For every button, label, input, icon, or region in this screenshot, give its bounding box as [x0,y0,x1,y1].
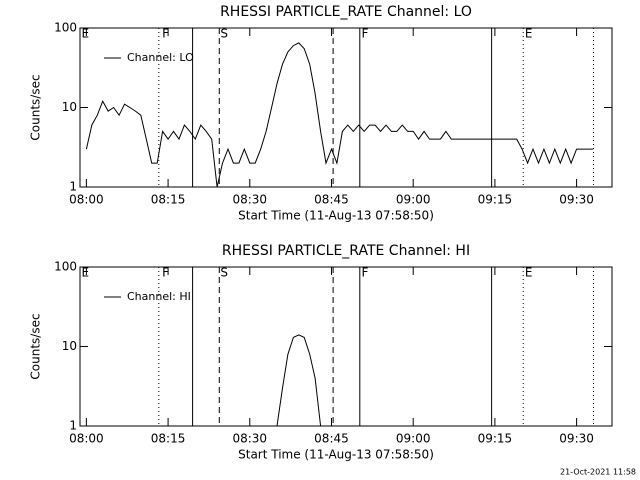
x-tick-label: 09:00 [396,193,431,207]
event-label: E [81,27,89,41]
y-tick-label: 100 [54,260,77,274]
event-label: F [361,266,368,280]
x-axis-label: Start Time (11-Aug-13 07:58:50) [238,448,434,462]
series-line [276,334,322,427]
legend-label: Channel: HI [127,290,191,303]
y-tick-label: 1 [69,419,77,433]
x-tick-label: 08:45 [314,432,349,446]
event-label: E [81,266,89,280]
x-tick-label: 08:15 [151,193,186,207]
chart-title: RHESSI PARTICLE_RATE Channel: LO [220,4,472,20]
x-tick-label: 09:00 [396,432,431,446]
event-label: E [525,266,533,280]
x-tick-label: 08:15 [151,432,186,446]
x-tick-label: 09:15 [478,193,513,207]
series-line [85,42,593,188]
chart-title: RHESSI PARTICLE_RATE Channel: HI [222,243,470,259]
event-label: S [220,27,228,41]
x-tick-label: 09:30 [559,432,594,446]
x-axis-label: Start Time (11-Aug-13 07:58:50) [238,209,434,223]
event-label: E [525,27,533,41]
x-tick-label: 08:00 [69,193,104,207]
y-tick-label: 10 [62,339,77,353]
x-tick-label: 08:00 [69,432,104,446]
x-tick-label: 09:15 [478,432,513,446]
event-label: F [361,27,368,41]
event-label: F [162,266,169,280]
legend-label: Channel: LO [127,51,194,64]
event-label: S [220,266,228,280]
y-axis-label: Counts/sec [29,313,43,379]
x-tick-label: 08:30 [232,432,267,446]
y-tick-label: 10 [62,100,77,114]
x-tick-label: 08:30 [232,193,267,207]
timestamp: 21-Oct-2021 11:58 [560,468,636,477]
y-axis-label: Counts/sec [29,74,43,140]
x-tick-label: 08:45 [314,193,349,207]
y-tick-label: 100 [54,21,77,35]
event-label: F [162,27,169,41]
y-tick-label: 1 [69,180,77,194]
x-tick-label: 09:30 [559,193,594,207]
